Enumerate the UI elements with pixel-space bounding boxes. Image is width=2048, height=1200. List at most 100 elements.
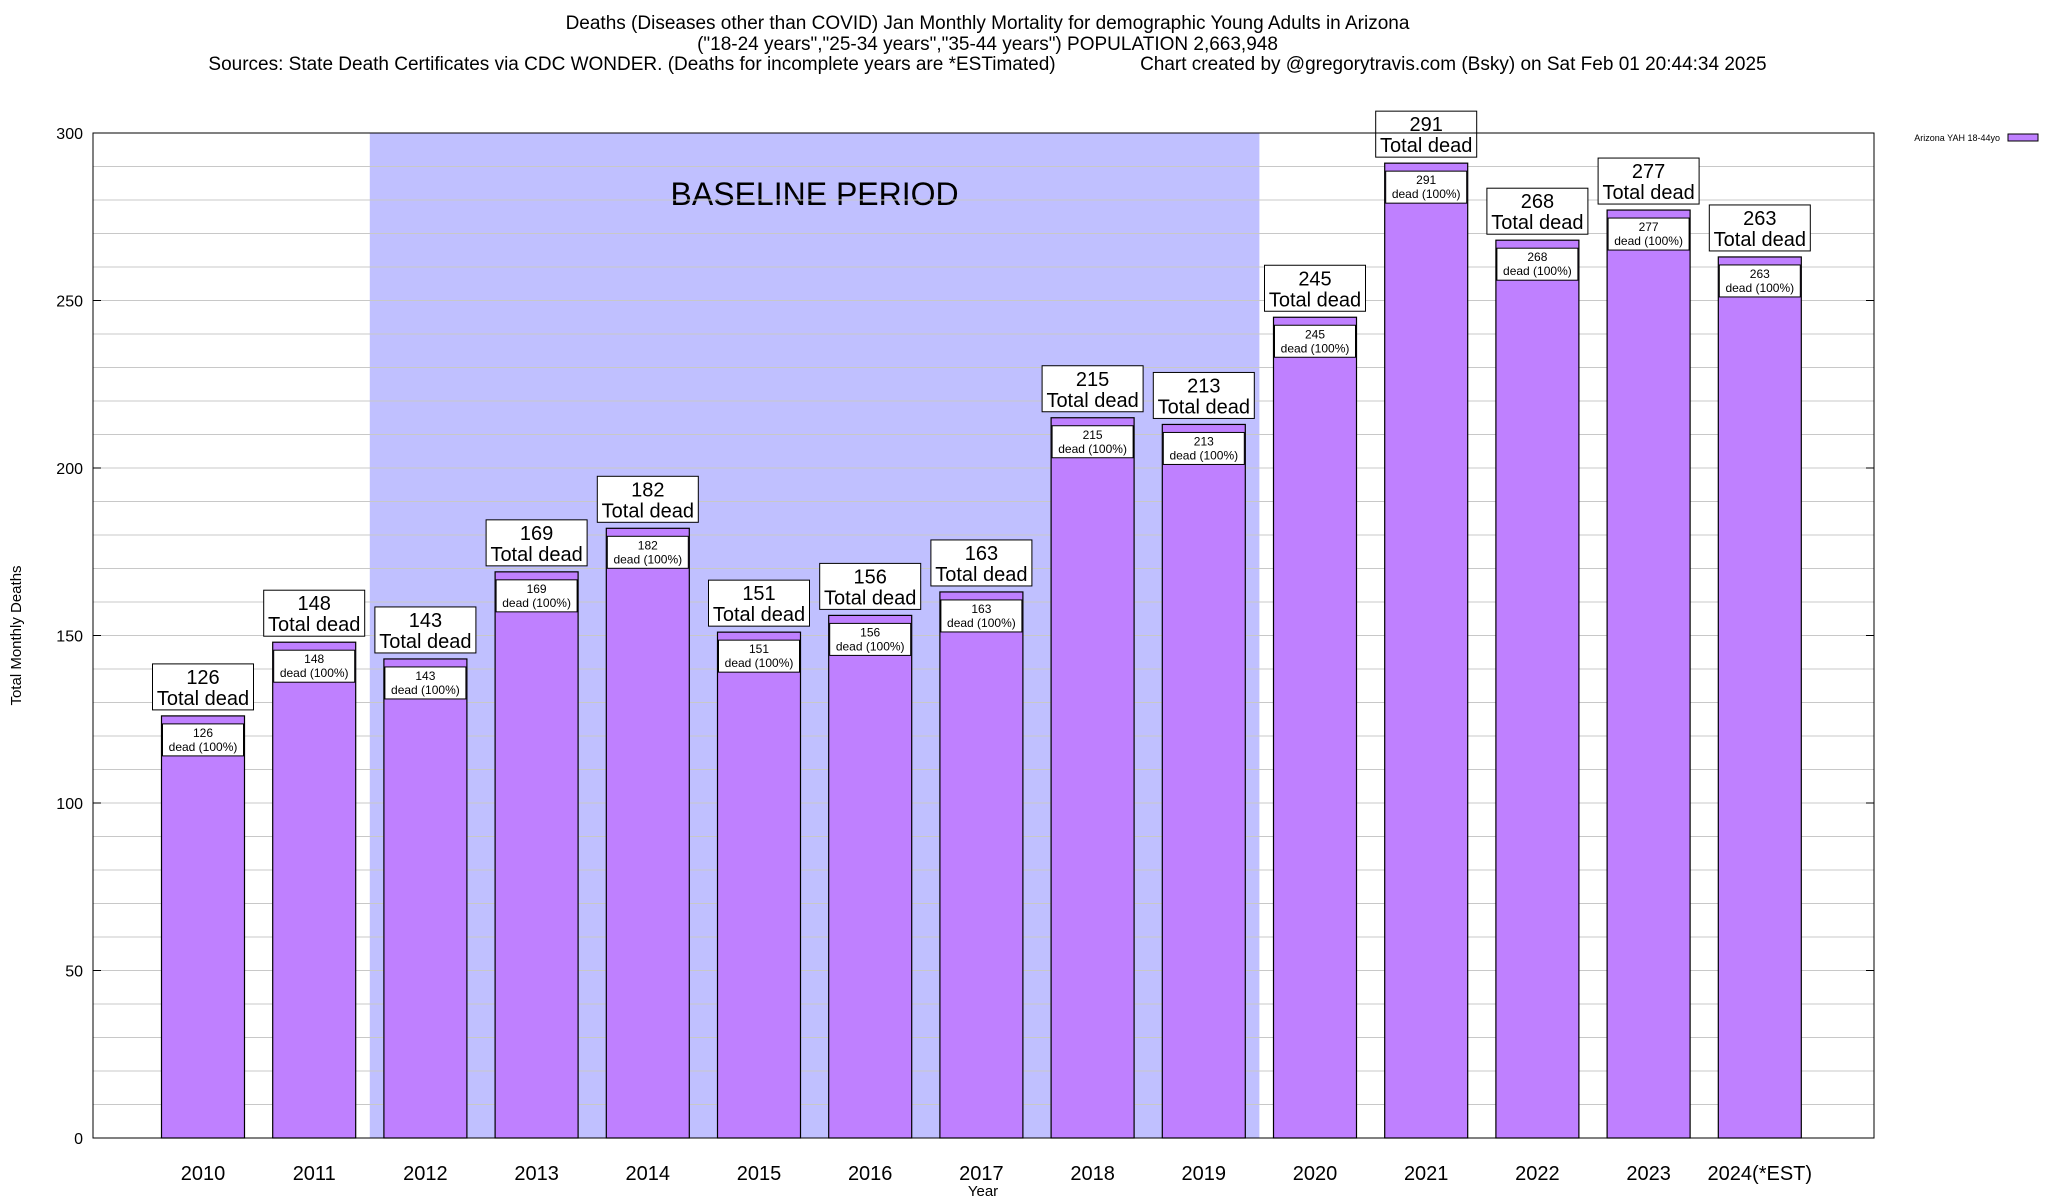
- inner-value-label: 182: [638, 538, 658, 552]
- total-value-label: 268: [1521, 191, 1554, 213]
- axes-layer: 0 50 100 150 200 250 300 Total Monthly Deaths Ye…: [8, 126, 1875, 1200]
- bar: [716, 631, 802, 1139]
- inner-label-box: [1162, 431, 1245, 465]
- total-suffix-label: Total dead: [157, 688, 249, 710]
- y-tick-label: 100: [56, 796, 83, 813]
- x-axis-label: Year: [968, 1183, 998, 1200]
- inner-label-box: [1607, 217, 1690, 251]
- inner-value-label: 263: [1750, 267, 1770, 281]
- total-label-box: [819, 562, 922, 610]
- inner-value-label: 213: [1194, 434, 1214, 448]
- total-suffix-label: Total dead: [1158, 396, 1250, 418]
- inner-value-label: 126: [193, 726, 213, 740]
- total-suffix-label: Total dead: [602, 500, 694, 522]
- bar: [605, 527, 690, 1139]
- total-label-box: [930, 539, 1033, 587]
- x-tick-label: 2016: [848, 1163, 893, 1185]
- inner-label-box: [273, 649, 356, 683]
- total-suffix-label: Total dead: [268, 614, 360, 636]
- bar: [939, 591, 1024, 1139]
- inner-percent-label: dead (100%): [1392, 187, 1461, 201]
- x-tick-label: 2017: [959, 1163, 1004, 1185]
- bar: [1495, 239, 1580, 1139]
- total-suffix-label: Total dead: [1602, 182, 1694, 204]
- x-tick-label: 2012: [403, 1163, 448, 1185]
- inner-label-box: [1274, 324, 1356, 358]
- total-label-box: [374, 606, 477, 654]
- bar: [383, 658, 468, 1139]
- x-tick-label: 2015: [737, 1163, 782, 1185]
- inner-percent-label: dead (100%): [613, 552, 682, 566]
- total-value-label: 291: [1410, 114, 1443, 136]
- inner-label-box: [384, 666, 467, 700]
- legend-label: Arizona YAH 18-44yo: [1914, 133, 2000, 143]
- bar: [1050, 417, 1135, 1139]
- y-tick-label: 300: [56, 126, 83, 143]
- inner-value-label: 148: [304, 652, 324, 666]
- total-value-label: 215: [1076, 369, 1109, 391]
- total-label-box: [1486, 187, 1589, 235]
- inner-percent-label: dead (100%): [502, 596, 571, 610]
- total-value-label: 126: [186, 667, 219, 689]
- inner-label-box: [495, 579, 578, 613]
- chart-title: Deaths (Diseases other than COVID) Jan M…: [565, 13, 1410, 34]
- total-value-label: 277: [1632, 161, 1665, 183]
- chart-subtitle: ("18-24 years","25-34 years","35-44 year…: [697, 34, 1278, 55]
- inner-value-label: 163: [971, 602, 991, 616]
- total-suffix-label: Total dead: [1714, 229, 1806, 251]
- inner-label-box: [940, 599, 1023, 633]
- baseline-period-label: BASELINE PERIOD: [671, 176, 959, 212]
- chart-credit: Chart created by @gregorytravis.com (Bsk…: [1140, 54, 1767, 75]
- y-tick-label: 200: [56, 461, 83, 478]
- total-suffix-label: Total dead: [935, 564, 1027, 586]
- inner-value-label: 143: [415, 669, 435, 683]
- total-suffix-label: Total dead: [824, 587, 916, 609]
- inner-value-label: 268: [1527, 250, 1547, 264]
- total-suffix-label: Total dead: [1046, 390, 1138, 412]
- total-label-box: [596, 475, 699, 523]
- inner-label-box: [1718, 264, 1801, 298]
- inner-label-box: [1051, 425, 1134, 459]
- total-label-box: [1597, 157, 1700, 205]
- total-label-box: [1264, 264, 1366, 312]
- total-label-box: [263, 589, 366, 637]
- x-tick-label: 2020: [1293, 1163, 1338, 1185]
- total-suffix-label: Total dead: [490, 544, 582, 566]
- total-suffix-label: Total dead: [379, 631, 471, 653]
- inner-label-box: [606, 535, 689, 569]
- total-label-box: [1708, 204, 1811, 252]
- x-tick-label: 2011: [293, 1163, 336, 1185]
- y-tick-label: 250: [56, 294, 83, 311]
- x-tick-label: 2018: [1070, 1163, 1115, 1185]
- inner-percent-label: dead (100%): [1503, 264, 1572, 278]
- inner-label-box: [718, 639, 800, 673]
- x-tick-label: 2014: [626, 1163, 671, 1185]
- inner-percent-label: dead (100%): [836, 639, 905, 653]
- inner-label-box: [829, 622, 912, 656]
- total-suffix-label: Total dead: [713, 604, 805, 626]
- inner-percent-label: dead (100%): [280, 666, 349, 680]
- total-value-label: 263: [1743, 208, 1776, 230]
- total-value-label: 148: [298, 593, 331, 615]
- bar: [828, 614, 913, 1139]
- bar: [494, 571, 579, 1139]
- total-value-label: 245: [1298, 268, 1331, 290]
- x-tick-label: 2022: [1515, 1163, 1560, 1185]
- y-tick-label: 50: [65, 964, 83, 981]
- bar: [272, 641, 357, 1139]
- y-tick-label: 0: [74, 1131, 83, 1148]
- total-value-label: 151: [742, 583, 775, 605]
- total-value-label: 156: [854, 566, 887, 588]
- inner-percent-label: dead (100%): [391, 683, 460, 697]
- total-label-box: [1152, 371, 1255, 419]
- legend: Arizona YAH 18-44yo: [1914, 133, 2039, 143]
- bar: [1717, 256, 1802, 1139]
- x-tick-label: 2013: [514, 1163, 559, 1185]
- total-value-label: 182: [631, 479, 664, 501]
- inner-value-label: 291: [1416, 173, 1436, 187]
- inner-label-box: [1496, 247, 1579, 281]
- total-label-box: [708, 579, 810, 627]
